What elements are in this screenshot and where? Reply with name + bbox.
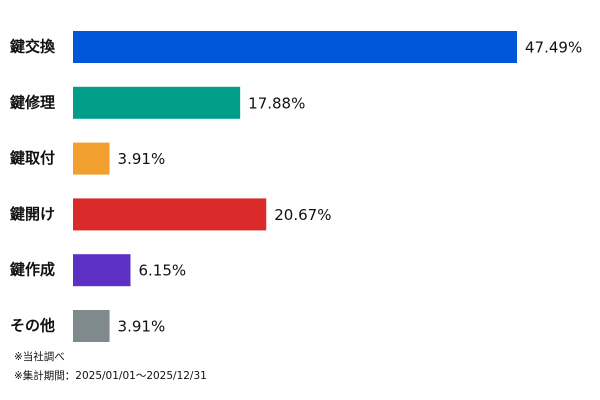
value-label: 47.49%	[525, 39, 582, 57]
value-label: 3.91%	[118, 318, 166, 336]
footnote: ※集計期間：2025/01/01～2025/12/31	[14, 369, 207, 382]
bar	[73, 31, 517, 63]
bar	[73, 86, 241, 119]
category-label: 鍵交換	[10, 38, 56, 56]
category-label: 鍵作成	[10, 261, 55, 279]
bar	[73, 198, 267, 231]
bar	[73, 254, 131, 287]
bar	[73, 310, 110, 342]
category-label: その他	[10, 317, 55, 335]
category-label: 鍵修理	[10, 93, 55, 111]
value-label: 20.67%	[274, 206, 331, 224]
value-label: 17.88%	[248, 94, 305, 112]
category-label: 鍵取付	[10, 149, 55, 167]
category-label: 鍵開け	[10, 205, 55, 223]
value-label: 6.15%	[138, 262, 186, 280]
value-label: 3.91%	[118, 150, 166, 168]
bar	[73, 142, 110, 175]
footnote: ※当社調べ	[14, 350, 65, 363]
